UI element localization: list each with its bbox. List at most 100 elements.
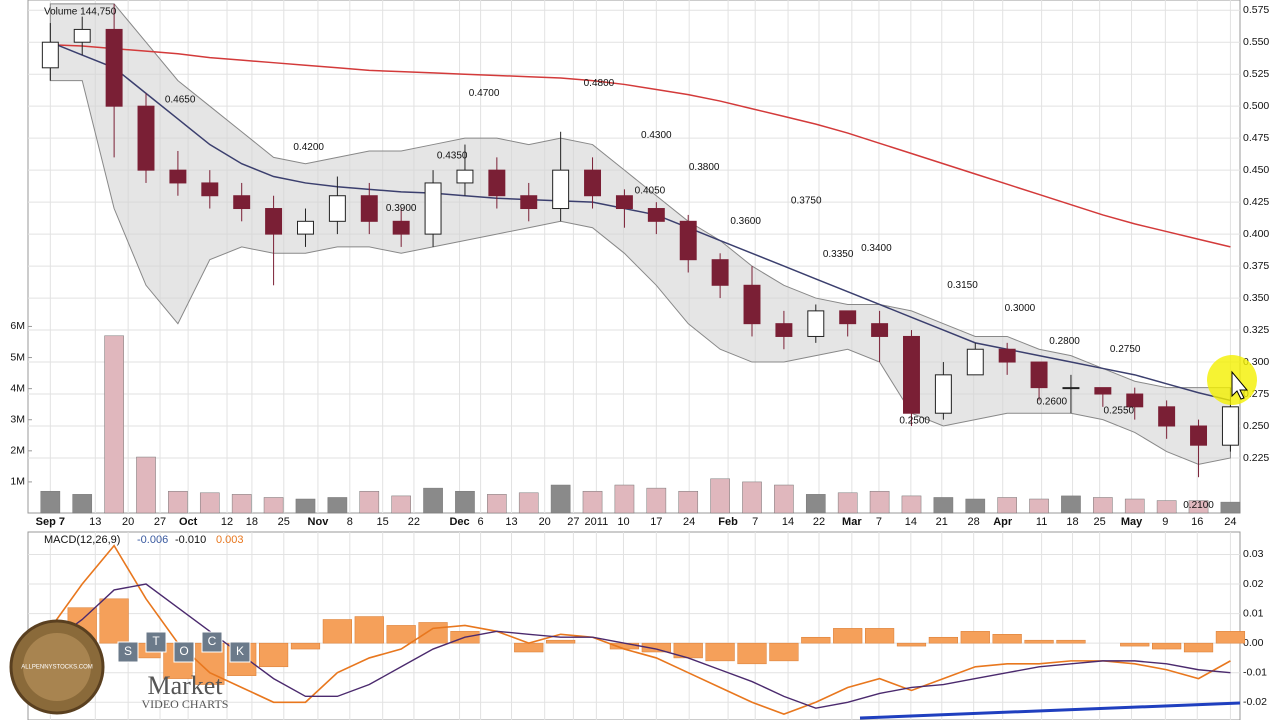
- candle-body: [137, 105, 155, 171]
- x-tick-label: 14: [782, 516, 794, 528]
- x-tick-label: 10: [617, 516, 629, 528]
- candle-body: [1094, 387, 1112, 395]
- volume-bar: [965, 498, 986, 514]
- logo-tile: [173, 641, 195, 663]
- x-tick-label: May: [1121, 516, 1143, 528]
- macd-hist-bar: [99, 598, 129, 644]
- macd-hist-bar: [960, 631, 990, 644]
- candle-body: [871, 323, 889, 337]
- x-tick-label: 7: [752, 516, 758, 528]
- volume-bar: [72, 494, 93, 514]
- x-tick-label: 25: [278, 516, 290, 528]
- logo-title: Market: [147, 671, 223, 700]
- x-tick-label: 28: [968, 516, 980, 528]
- y-tick-label: 0.575: [1243, 4, 1269, 16]
- volume-tick-label: 2M: [10, 445, 25, 457]
- x-tick-label: 8: [347, 516, 353, 528]
- volume-header: Volume 144,750: [44, 7, 117, 18]
- macd-hist-bar: [354, 616, 384, 644]
- volume-bar: [901, 495, 922, 514]
- candle-body: [615, 195, 633, 210]
- candle-body: [998, 348, 1016, 363]
- logo-tile: [117, 641, 139, 663]
- x-tick-label: 9: [1162, 516, 1168, 528]
- price-annotation: 0.3000: [1005, 303, 1036, 314]
- candle-body: [647, 208, 665, 222]
- candle-body: [201, 182, 219, 197]
- x-tick-label: Nov: [308, 516, 330, 528]
- price-annotation: 0.2550: [1104, 405, 1135, 416]
- y-tick-label: 0.450: [1243, 164, 1269, 176]
- volume-bar: [582, 490, 603, 514]
- candle-body: [584, 169, 602, 197]
- price-annotation: 0.3750: [791, 195, 822, 206]
- candle-body: [328, 195, 346, 222]
- volume-bar: [742, 481, 762, 514]
- y-tick-label: 0.375: [1243, 260, 1269, 272]
- band-fill: [49, 3, 1231, 465]
- candle-body: [775, 323, 793, 337]
- x-tick-label: 18: [246, 516, 258, 528]
- x-tick-label: 24: [683, 516, 695, 528]
- volume-bar: [487, 494, 507, 514]
- candle-body: [1190, 425, 1208, 446]
- candle-body: [903, 335, 920, 414]
- logo-tile: [145, 631, 167, 653]
- candle-body: [807, 310, 825, 337]
- x-tick-label: Oct: [179, 516, 198, 528]
- volume-bar: [614, 484, 635, 514]
- macd-hist-bar: [322, 619, 352, 644]
- volume-bar: [518, 492, 539, 514]
- y-tick-label: 0.325: [1243, 324, 1269, 336]
- macd-hist-bar: [896, 642, 927, 647]
- candle-body: [552, 169, 570, 210]
- x-tick-label: 14: [905, 516, 917, 528]
- signal-value: -0.010: [175, 534, 206, 546]
- volume-bar: [1220, 501, 1241, 514]
- volume-bar: [837, 492, 858, 514]
- y-tick-label: 0.225: [1243, 452, 1269, 464]
- price-annotation: 0.4300: [641, 130, 672, 141]
- volume-bar: [1188, 500, 1209, 514]
- x-tick-label: 15: [377, 516, 389, 528]
- y-tick-label: 0.525: [1243, 68, 1269, 80]
- volume-bar: [678, 490, 699, 514]
- x-tick-label: 22: [813, 516, 825, 528]
- volume-bar: [168, 490, 188, 514]
- volume-tick-label: 6M: [10, 320, 25, 332]
- volume-bar: [1061, 495, 1081, 514]
- moving-average: [50, 41, 1231, 402]
- candle-body: [424, 182, 442, 235]
- price-annotation: 0.4200: [293, 142, 324, 153]
- macd-hist-bar: [737, 642, 767, 665]
- logo-coin-inner: [23, 633, 91, 701]
- macd-hist-bar: [928, 636, 958, 644]
- price-annotation: 0.4650: [165, 94, 196, 105]
- candle-body: [966, 348, 984, 376]
- x-tick-label: 17: [650, 516, 662, 528]
- candle-body: [1062, 387, 1080, 390]
- logo-letter: K: [236, 644, 244, 658]
- x-tick-label: 11: [1036, 516, 1047, 528]
- macd-hist-bar: [641, 642, 671, 653]
- price-annotation: 0.2600: [1037, 396, 1068, 407]
- x-tick-label: 13: [505, 516, 517, 528]
- y-tick-label: 0.350: [1243, 292, 1269, 304]
- volume-tick-label: 1M: [10, 476, 25, 488]
- macd-tick-label: -0.02: [1243, 696, 1267, 708]
- price-annotation: 0.4700: [469, 88, 500, 99]
- macd-title: MACD(12,26,9): [44, 534, 120, 546]
- volume-bar: [359, 490, 380, 514]
- price-annotation: 0.3900: [386, 203, 417, 214]
- macd-hist-bar: [1215, 631, 1246, 644]
- logo-letter: T: [152, 634, 160, 648]
- candle-body: [679, 220, 697, 261]
- logo-tile: [229, 641, 251, 663]
- x-tick-label: 24: [1224, 516, 1236, 528]
- candle-body: [233, 195, 251, 210]
- price-annotation: 0.2800: [1049, 336, 1080, 347]
- macd-hist-bar: [1120, 642, 1150, 647]
- candle-body: [1030, 361, 1048, 389]
- x-tick-label: Apr: [993, 516, 1013, 528]
- price-annotation: 0.4800: [584, 78, 615, 89]
